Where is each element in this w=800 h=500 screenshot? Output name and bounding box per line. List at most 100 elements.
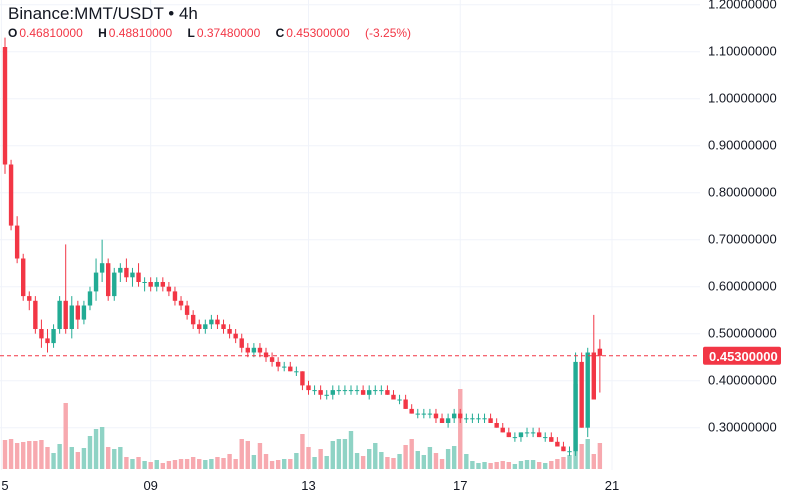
volume-bar — [536, 462, 542, 469]
volume-bar — [518, 461, 524, 469]
volume-bar — [512, 464, 518, 469]
candle-body — [409, 408, 414, 414]
candle-body — [336, 390, 342, 392]
volume-bar — [464, 454, 469, 469]
candle-body — [318, 390, 323, 395]
candle-body — [227, 329, 232, 334]
volume-bar — [130, 459, 135, 469]
candle-body — [330, 390, 335, 395]
candle-body — [275, 361, 281, 367]
volume-bar — [245, 441, 250, 469]
volume-bar — [585, 439, 590, 469]
volume-bar — [579, 444, 584, 469]
y-tick-label: 0.30000000 — [708, 420, 777, 435]
volume-bar — [445, 449, 451, 469]
volume-bar — [549, 461, 554, 469]
volume-bar — [63, 403, 68, 469]
volume-bar — [524, 460, 530, 469]
candle-body — [233, 333, 238, 339]
volume-bar — [99, 427, 105, 469]
volume-bar — [591, 454, 596, 469]
candle-body — [342, 390, 348, 392]
candle-body — [14, 225, 20, 259]
candle-body — [197, 324, 202, 329]
candle-body — [239, 338, 244, 348]
low-value: 0.37480000 — [196, 26, 261, 40]
volume-bar — [166, 461, 172, 469]
volume-bar — [561, 457, 566, 469]
candle-body — [579, 361, 584, 428]
volume-bar — [312, 457, 317, 469]
volume-bar — [360, 456, 366, 469]
candle-body — [385, 390, 390, 395]
price-axis[interactable]: 0.30000000 0.40000000 0.50000000 0.60000000… — [703, 0, 781, 435]
candle-body — [524, 432, 530, 434]
volume-bar — [239, 439, 244, 469]
volume-bar — [257, 443, 263, 469]
volume-bar — [342, 439, 348, 469]
y-tick-label: 0.80000000 — [708, 185, 777, 200]
candle-body — [415, 413, 420, 415]
high-value: 0.48810000 — [108, 26, 173, 40]
candle-body — [118, 267, 123, 273]
candle-body — [21, 258, 26, 297]
volume-bar — [354, 453, 360, 469]
candle-body — [536, 432, 542, 438]
last-price-tag — [703, 346, 781, 365]
volume-bar — [367, 449, 372, 469]
candle-body — [573, 361, 578, 452]
candle-body — [282, 366, 287, 368]
y-tick-label: 0.40000000 — [708, 373, 777, 388]
volume-bar — [567, 455, 572, 469]
candle-body — [549, 437, 554, 442]
candle-body — [112, 272, 117, 297]
candle-body — [142, 282, 147, 283]
candle-body — [39, 329, 44, 339]
volume-bar — [330, 441, 335, 469]
candle-body — [561, 446, 566, 452]
candle-body — [476, 418, 481, 420]
volume-bar — [306, 447, 311, 469]
candle-body — [445, 418, 451, 423]
volume-bar — [500, 461, 505, 469]
candle-body — [373, 390, 378, 392]
volume-bar — [27, 441, 32, 469]
volume-bar — [476, 463, 481, 469]
volume-bar — [203, 460, 208, 469]
ohlc-readout: O 0.46810000 H 0.48810000 L 0.37480000 C 0.4… — [8, 26, 411, 40]
volume-bar — [482, 462, 487, 469]
volume-bar — [348, 431, 354, 469]
volume-bar — [142, 461, 147, 469]
volume-bar — [385, 457, 390, 469]
candle-body — [397, 399, 402, 401]
candle-body — [209, 319, 214, 325]
candle-body — [482, 418, 487, 420]
volume-bar — [373, 443, 378, 469]
volume-bar — [105, 447, 111, 469]
volume-bar — [403, 445, 408, 469]
candle-body — [221, 324, 226, 329]
candle-body — [451, 413, 457, 419]
close-value: 0.45300000 — [286, 26, 350, 40]
candle-body — [172, 291, 178, 301]
y-tick-label: 0.90000000 — [708, 138, 777, 153]
candle-body — [555, 441, 560, 447]
candle-body — [8, 164, 14, 226]
volume-bar — [282, 459, 287, 469]
time-axis[interactable]: 5 09 13 17 21 — [1, 478, 619, 493]
candlestick-series — [2, 37, 603, 456]
volume-bar — [263, 454, 269, 469]
candle-body — [324, 394, 329, 396]
volume-bar — [451, 446, 457, 469]
candle-body — [360, 390, 366, 395]
x-tick-label: 17 — [453, 478, 467, 493]
volume-bar — [300, 434, 305, 469]
candle-body — [69, 305, 74, 329]
volume-bar — [318, 449, 323, 469]
symbol-title[interactable]: Binance:MMT/USDT • 4h — [8, 4, 198, 23]
y-tick-label: 0.70000000 — [708, 232, 777, 247]
volume-bar — [57, 444, 62, 469]
open-label: O — [8, 26, 18, 40]
volume-bar — [69, 447, 74, 469]
